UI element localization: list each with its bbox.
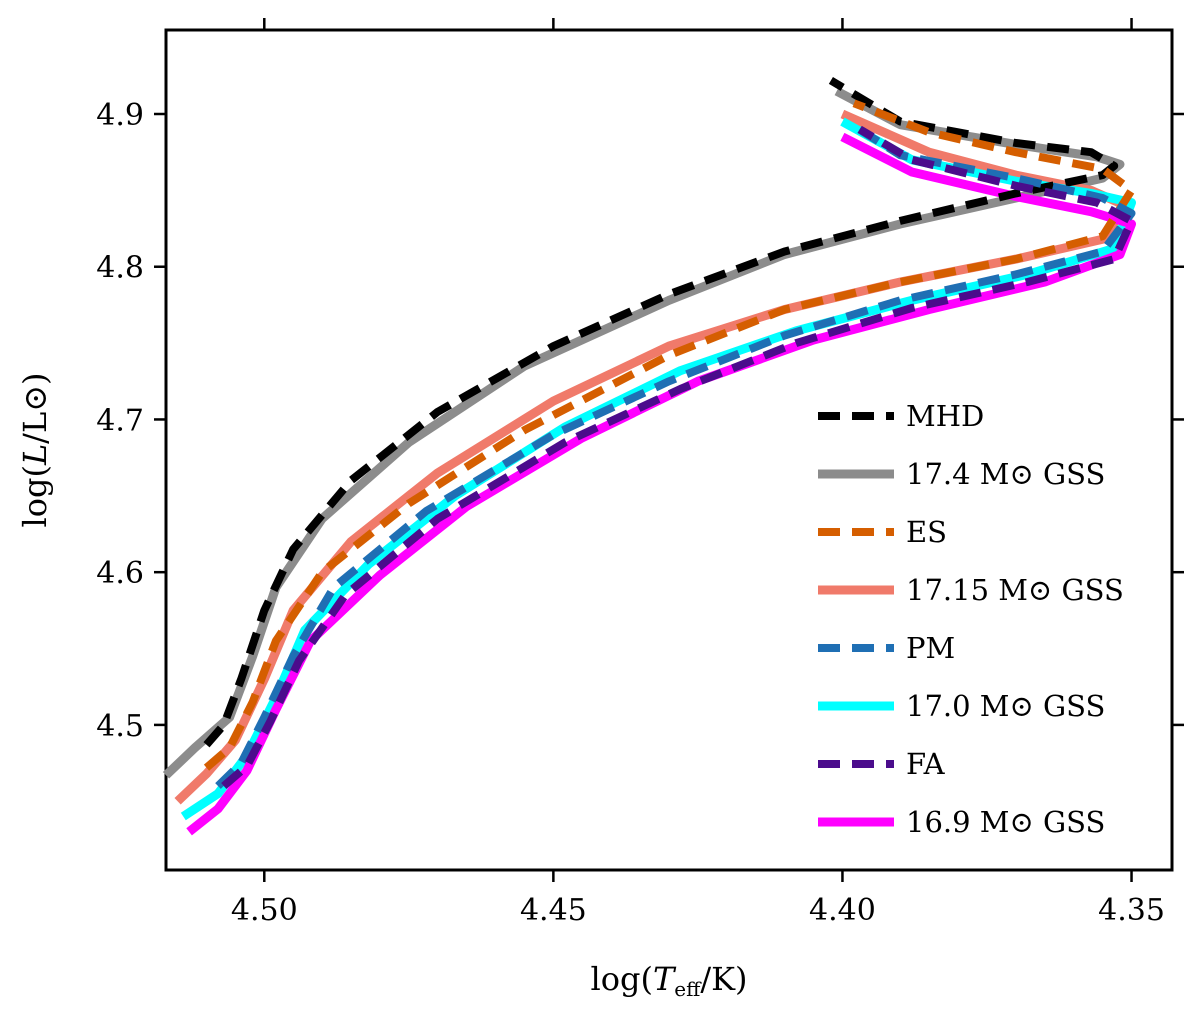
x-tick-label: 4.45 <box>520 893 587 928</box>
legend-label: MHD <box>906 399 984 433</box>
series-line-fa <box>221 125 1136 790</box>
x-tick-label: 4.50 <box>231 893 298 928</box>
legend-label: ES <box>906 515 947 549</box>
legend-label: 17.4 M⊙ GSS <box>906 457 1105 491</box>
plot-frame <box>164 28 1174 872</box>
series-line-170 <box>180 117 1136 821</box>
legend-label: PM <box>906 631 955 665</box>
legend-label: 17.15 M⊙ GSS <box>906 573 1124 607</box>
y-tick-label: 4.7 <box>96 403 144 438</box>
x-tick-label: 4.35 <box>1098 893 1165 928</box>
x-tick-label: 4.40 <box>809 893 876 928</box>
series-layer <box>162 76 1136 836</box>
legend: MHD 17.4 M⊙ GSS ES 17.15 M⊙ GSS PM 17.0 M⊙ GS… <box>818 399 1124 839</box>
series-line-es <box>203 99 1136 771</box>
legend-label: 17.0 M⊙ GSS <box>906 689 1105 723</box>
y-tick-label: 4.8 <box>96 251 144 286</box>
legend-label: 16.9 M⊙ GSS <box>906 805 1105 839</box>
x-axis-label: log(Teff/K) <box>590 960 747 1001</box>
y-axis-label: log(L/L⊙) <box>16 372 54 527</box>
legend-label: FA <box>906 747 946 781</box>
series-line-174 <box>162 87 1125 779</box>
y-tick-label: 4.6 <box>96 556 144 591</box>
y-tick-label: 4.5 <box>96 709 144 744</box>
axis-ticks: 4.50 4.45 4.40 4.35 4.5 4.6 4.7 4.8 4.9 <box>96 18 1184 928</box>
y-tick-label: 4.9 <box>96 98 144 133</box>
series-line-pm <box>215 122 1136 789</box>
